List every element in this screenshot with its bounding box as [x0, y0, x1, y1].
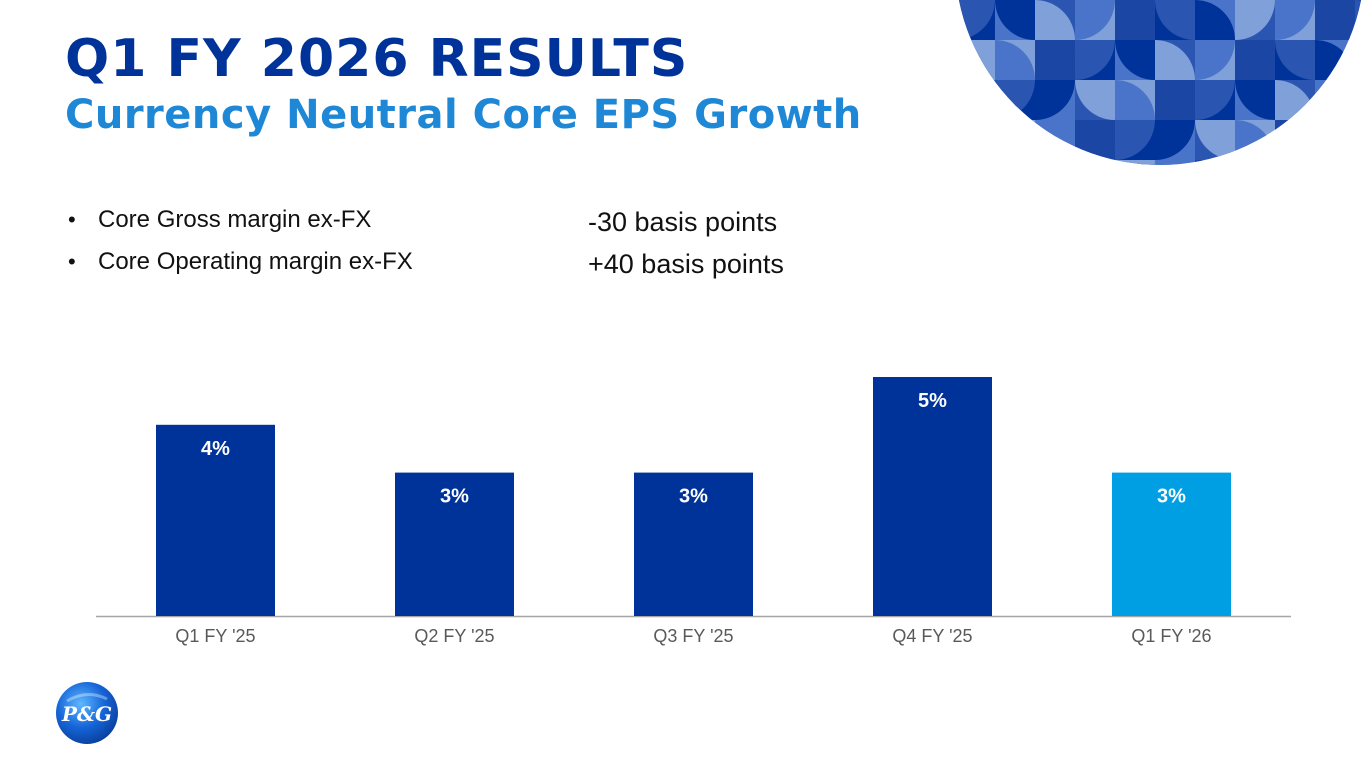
- bullet-value: +40 basis points: [588, 249, 784, 279]
- bullet-value: -30 basis points: [588, 207, 778, 237]
- data-label-2: 3%: [679, 486, 708, 508]
- pg-logo: P&G: [55, 681, 119, 745]
- data-label-3: 5%: [918, 390, 947, 412]
- bullet-label: Core Gross margin ex-FX: [98, 206, 372, 233]
- bullet-marker: •: [68, 207, 76, 232]
- bar-chart: 4% Q1 FY '25 3% Q2 FY '25 3% Q3 FY '25 5% Q4 FY…: [96, 377, 1291, 646]
- data-label-0: 4%: [201, 438, 230, 460]
- x-tick-label-4: Q1 FY '26: [1131, 626, 1211, 646]
- bar-1: [395, 472, 514, 616]
- x-tick-label-2: Q3 FY '25: [653, 626, 733, 646]
- logo-text: P&G: [61, 702, 112, 726]
- bullet-gross-margin: • Core Gross margin ex-FX -30 basis poin…: [68, 200, 828, 240]
- data-label-4: 3%: [1157, 486, 1186, 508]
- decorative-pattern: [955, 0, 1365, 170]
- x-tick-label-1: Q2 FY '25: [414, 626, 494, 646]
- x-tick-label-0: Q1 FY '25: [175, 626, 255, 646]
- eps-growth-chart: 4% Q1 FY '25 3% Q2 FY '25 3% Q3 FY '25 5% Q4 FY…: [0, 330, 1365, 665]
- bullet-operating-margin: • Core Operating margin ex-FX +40 basis …: [68, 242, 828, 282]
- bullet-label: Core Operating margin ex-FX: [98, 248, 413, 275]
- slide-subtitle: Currency Neutral Core EPS Growth: [65, 92, 862, 138]
- bar-2: [634, 472, 753, 616]
- data-label-1: 3%: [440, 486, 469, 508]
- slide-title: Q1 FY 2026 RESULTS: [65, 29, 689, 89]
- bar-3: [873, 377, 992, 616]
- bar-4: [1112, 472, 1231, 616]
- bullet-marker: •: [68, 249, 76, 274]
- bar-0: [156, 424, 275, 616]
- x-tick-label-3: Q4 FY '25: [892, 626, 972, 646]
